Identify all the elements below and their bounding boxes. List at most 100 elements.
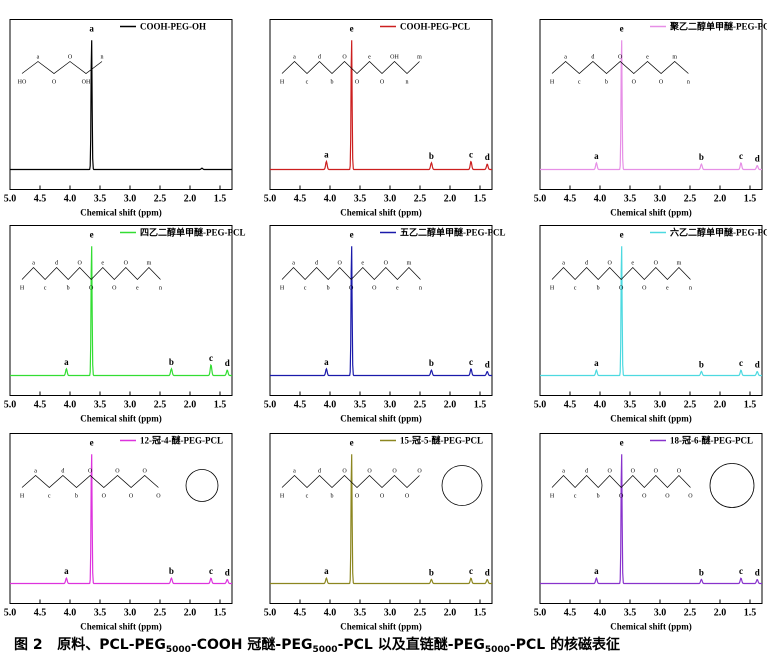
structure-atom-label: a [562,261,565,267]
x-axis-label: Chemical shift (ppm) [80,622,162,632]
x-tick-label: 1.5 [474,608,487,619]
structure-atom-label: O [608,261,613,267]
structure-bonds [551,61,689,74]
plot-frame [9,19,233,190]
nmr-panel: 5.0 4.5 4.0 3.5 3.0 2.5 2.0 1.5 Chemical shift (… [264,225,506,424]
peak-label: b [699,359,704,369]
structure-atom-label: O [659,80,664,86]
x-axis-label: Chemical shift (ppm) [340,414,422,424]
x-tick-label: 4.5 [564,194,577,205]
legend-label: 聚乙二醇单甲醚-PEG-PCL [669,21,767,32]
structure-atom-label: O [102,494,107,500]
structure-atom-label: H [550,80,555,86]
x-tick-label: 2.0 [714,608,727,619]
structure-atom-label: O [619,286,624,292]
x-tick-label: 3.5 [624,400,637,411]
x-tick-label: 2.5 [414,194,427,205]
structure-atom-label: O [417,469,422,475]
structure-atom-label: O [654,261,659,267]
x-tick-label: 2.0 [184,400,197,411]
peak-label: d [485,567,490,577]
structure-atom-label: c [304,286,307,292]
x-axis-label: Chemical shift (ppm) [80,414,162,424]
structure-atom-label: e [396,286,399,292]
plot-frame [9,433,233,604]
structure-atom-label: b [331,80,334,86]
x-tick-label: 3.5 [354,194,367,205]
spectrum-line [540,40,762,171]
caption-part1: 原料、PCL-PEG [57,637,166,653]
x-tick-label: 1.5 [214,400,227,411]
x-tick-label: 1.5 [744,400,757,411]
structure-atom-label: n [406,80,409,86]
structure-atom-label: a [292,261,295,267]
spectrum-line [10,40,232,171]
structure-atom-label: c [306,80,309,86]
structure-atom-label: n [101,55,104,61]
x-tick-label: 5.0 [264,400,277,411]
nmr-panel: 5.0 4.5 4.0 3.5 3.0 2.5 2.0 1.5 Chemical shift (… [534,225,767,424]
structure-atom-label: OH [82,80,91,86]
structure-bonds [281,61,420,74]
x-tick-label: 4.0 [594,608,607,619]
structure-atom-label: e [666,286,669,292]
x-axis-label: Chemical shift (ppm) [610,622,692,632]
x-axis-label: Chemical shift (ppm) [340,622,422,632]
structure-atom-label: O [654,469,659,475]
x-tick-label: 1.5 [474,400,487,411]
structure-sketch: Ha c d b O Oe O Oe m n [20,261,162,292]
structure-atom-label: m [677,261,682,267]
x-tick-label: 5.0 [534,608,547,619]
x-tick-label: 2.5 [154,194,167,205]
x-tick-label: 2.0 [184,194,197,205]
nmr-panel: 5.0 4.5 4.0 3.5 3.0 2.5 2.0 1.5 Chemical shift (… [534,19,767,218]
structure-atom-label: e [361,261,364,267]
x-tick-label: 1.5 [214,608,227,619]
plot-frame [269,433,493,604]
caption-part2: -COOH 冠醚-PEG [190,637,313,653]
structure-atom-label: b [67,286,70,292]
x-tick-label: 2.5 [154,608,167,619]
peak-label: c [469,149,473,159]
structure-atom-label: O [618,55,623,61]
structure-atom-label: O [143,469,148,475]
structure-atom-label: O [52,80,57,86]
x-axis-label: Chemical shift (ppm) [340,208,422,218]
x-tick-label: 4.5 [34,194,47,205]
structure-atom-label: b [331,494,334,500]
structure-atom-label: n [159,286,162,292]
structure-atom-label: m [407,261,412,267]
structure-atom-label: b [597,286,600,292]
structure-sketch: Ha c d b O O O O O O O O [550,463,755,508]
structure-atom-label: d [318,55,321,61]
structure-atom-label: a [34,469,37,475]
structure-atom-label: d [61,469,64,475]
structure-atom-label: n [689,286,692,292]
peak-label: e [350,438,354,448]
x-tick-label: 4.0 [64,608,77,619]
plot-frame [539,433,763,604]
legend-label: 15-冠-5-醚-PEG-PCL [400,435,483,446]
structure-atom-label: O [78,261,83,267]
x-tick-label: 2.0 [714,400,727,411]
peak-label: a [324,566,329,576]
x-axis-label: Chemical shift (ppm) [610,414,692,424]
caption-sub3: 5000 [484,645,510,655]
x-tick-label: 4.0 [324,194,337,205]
peak-label: e [350,230,354,240]
structure-atom-label: O [367,469,372,475]
x-tick-label: 3.0 [654,400,667,411]
x-tick-label: 2.5 [684,194,697,205]
x-tick-label: 4.0 [594,194,607,205]
structure-atom-label: O [355,494,360,500]
x-tick-label: 2.0 [184,608,197,619]
peak-label: d [225,567,230,577]
x-tick-label: 3.5 [94,400,107,411]
peak-label: d [755,567,760,577]
plot-frame [269,225,493,396]
peak-label: d [485,359,490,369]
spectrum-line [540,454,762,585]
peak-label: a [64,357,69,367]
structure-atom-label: e [646,55,649,61]
structure-atom-label: O [405,494,410,500]
